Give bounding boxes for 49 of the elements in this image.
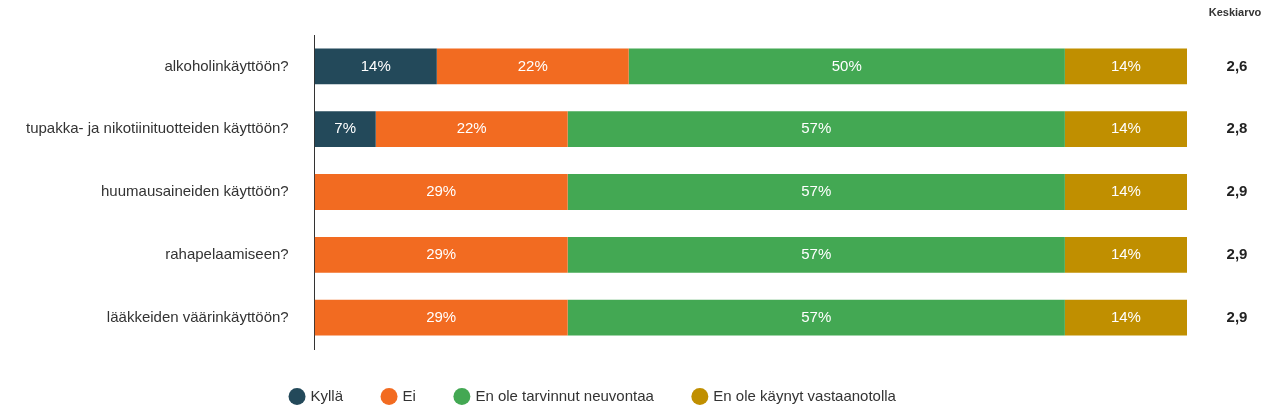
legend-label: Kyllä — [310, 386, 344, 404]
data-label: 29% — [426, 182, 457, 200]
bar — [1064, 48, 1187, 85]
bar — [314, 48, 437, 85]
bar — [1064, 299, 1187, 336]
bar — [567, 174, 1065, 210]
bar — [567, 236, 1065, 273]
legend-label: En ole käynyt vastaanotolla — [713, 386, 897, 404]
data-label: 29% — [426, 244, 457, 262]
text: Keskiarvo — [1208, 6, 1262, 19]
text: 2,6 — [1226, 56, 1248, 74]
data-label: 29% — [426, 307, 457, 325]
y-tick-label: rahapelaamiseen? — [165, 244, 289, 262]
bar — [567, 111, 1065, 148]
data-label: 50% — [831, 56, 862, 74]
data-label: 7% — [334, 119, 357, 137]
y-tick-label: tupakka- ja nikotiinituotteiden käyttöön? — [26, 119, 289, 137]
data-label: 57% — [801, 119, 832, 137]
data-label: 14% — [1110, 56, 1141, 74]
bar — [1064, 174, 1187, 210]
bar — [567, 299, 1065, 336]
bar — [436, 48, 629, 85]
bar — [628, 48, 1065, 85]
text: 2,9 — [1226, 307, 1248, 325]
data-label: 14% — [1110, 307, 1141, 325]
data-label: 14% — [360, 56, 391, 74]
data-label: 14% — [1110, 182, 1141, 200]
legend-label: Ei — [402, 386, 416, 404]
data-label: 57% — [801, 307, 832, 325]
data-label: 14% — [1110, 119, 1141, 137]
bar — [1064, 236, 1187, 273]
y-tick-label: alkoholinkäyttöön? — [164, 56, 289, 74]
bar — [1064, 111, 1187, 148]
data-label: 14% — [1110, 244, 1141, 262]
bar — [314, 174, 568, 210]
data-label: 57% — [801, 182, 832, 200]
y-tick-label: huumausaineiden käyttöön? — [101, 182, 289, 200]
text: 2,8 — [1226, 119, 1248, 137]
bar — [314, 111, 376, 148]
text: 2,9 — [1226, 182, 1248, 200]
data-label: 57% — [801, 244, 832, 262]
text: 2,9 — [1226, 244, 1248, 262]
y-tick-label: lääkkeiden väärinkäyttöön? — [106, 307, 289, 325]
bar — [375, 111, 568, 148]
bar — [314, 299, 568, 336]
data-label: 22% — [456, 119, 487, 137]
bar — [314, 236, 568, 273]
data-label: 22% — [517, 56, 548, 74]
legend-label: En ole tarvinnut neuvontaa — [475, 386, 655, 404]
